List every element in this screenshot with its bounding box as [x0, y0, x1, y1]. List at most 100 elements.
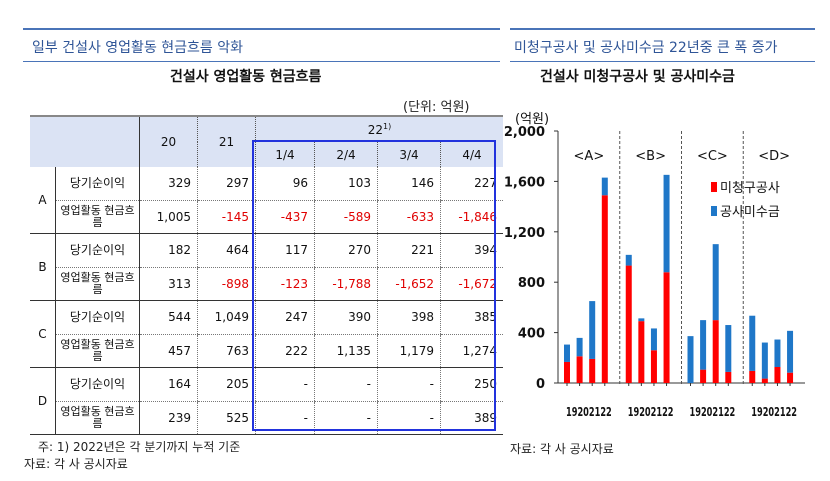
table-row: C 당기순이익 544 1,049 247 390 398 385	[30, 300, 503, 368]
y-tick-label: 0	[536, 377, 545, 392]
table-cell: 239	[139, 401, 198, 435]
table-row: A 당기순이익 329 297 96 103 146 227	[30, 167, 503, 234]
legend-swatch	[711, 182, 717, 192]
bar-segment	[700, 369, 707, 383]
table-cell: 222	[255, 334, 315, 368]
divider	[23, 61, 500, 62]
row-label: 영업활동 현금흐름	[55, 200, 140, 234]
table-cell: 313	[139, 267, 198, 301]
header-21: 21	[197, 115, 256, 167]
legend-swatch	[711, 206, 717, 216]
table-row: 영업활동 현금흐름 1,005 -145 -437 -589 -633 -1,846	[30, 200, 503, 234]
y-tick-label: 800	[518, 276, 545, 291]
bar-segment	[650, 350, 657, 383]
header-22-label: 22	[367, 123, 384, 137]
bar-segment	[625, 265, 632, 383]
table-row: 영업활동 현금흐름 313 -898 -123 -1,788 -1,652 -1,672	[30, 267, 503, 301]
left-section-title: 일부 건설사 영업활동 현금흐름 악화	[32, 40, 243, 56]
bar-segment	[663, 174, 670, 273]
table-row: B 당기순이익 182 464 117 270 221 394	[30, 233, 503, 301]
table-cell: 457	[139, 334, 198, 368]
unit-label: (단위: 억원)	[403, 100, 470, 115]
cashflow-table: 20 21 221) 1/4 2/4 3/4 4/4 A 당기순이익 329 297 9…	[30, 115, 503, 435]
table-cell: 182	[139, 233, 198, 268]
table-cell: 1,179	[377, 334, 441, 368]
table-cell: -145	[197, 200, 256, 234]
divider	[23, 28, 500, 30]
bar-segment	[650, 328, 657, 351]
group-label: <A>	[574, 149, 605, 164]
table-cell: -633	[377, 200, 441, 234]
table-cell: 1,135	[314, 334, 378, 368]
table-row: 영업활동 현금흐름 457 763 222 1,135 1,179 1,274	[30, 334, 503, 368]
y-axis-label: (억원)	[515, 112, 549, 127]
bar-segment	[749, 315, 756, 371]
table-cell: 103	[314, 167, 378, 201]
table-cell: 270	[314, 233, 378, 268]
header-blank	[30, 115, 140, 167]
table-cell: 763	[197, 334, 256, 368]
table-cell: 117	[255, 233, 315, 268]
table-cell: -123	[255, 267, 315, 301]
bar-segment	[625, 254, 632, 266]
bar-segment	[589, 358, 596, 383]
table-cell: 525	[197, 401, 256, 435]
bar-segment	[638, 321, 645, 383]
table-cell: -	[314, 367, 378, 402]
table-cell: 221	[377, 233, 441, 268]
footnote-mark: 1)	[383, 122, 392, 131]
group-label: A	[30, 167, 56, 234]
right-source: 자료: 각 사 공시자료	[510, 442, 614, 456]
row-label: 영업활동 현금흐름	[55, 401, 140, 435]
x-tick-label: 19202122	[566, 405, 612, 419]
header-22: 221)	[255, 115, 503, 142]
header-q3: 3/4	[377, 142, 441, 167]
bar-segment	[663, 272, 670, 383]
table-cell: 164	[139, 367, 198, 402]
header-q2: 2/4	[314, 142, 378, 167]
table-cell: 1,274	[440, 334, 503, 368]
group-label: B	[30, 233, 56, 301]
x-tick-label: 19202122	[751, 405, 797, 419]
table-title: 건설사 영업활동 현금흐름	[170, 69, 322, 85]
bar-segment	[761, 378, 768, 383]
y-tick-label: 1,200	[504, 226, 545, 241]
table-cell: 329	[139, 167, 198, 201]
table-cell: -	[255, 367, 315, 402]
table-cell: -1,672	[440, 267, 503, 301]
header-20: 20	[139, 115, 198, 167]
table-cell: 464	[197, 233, 256, 268]
bar-segment	[725, 325, 732, 372]
table-cell: 398	[377, 300, 441, 335]
bar-segment	[576, 337, 583, 357]
group-label: <D>	[758, 149, 790, 164]
table-cell: 544	[139, 300, 198, 335]
bar-segment	[700, 320, 707, 370]
bar-segment	[774, 339, 781, 367]
table-cell: -	[377, 367, 441, 402]
table-cell: 227	[440, 167, 503, 201]
divider	[510, 61, 815, 62]
x-tick-label: 19202122	[690, 405, 736, 419]
table-cell: 146	[377, 167, 441, 201]
table-cell: 297	[197, 167, 256, 201]
bar-segment	[712, 244, 719, 321]
table-cell: -1,652	[377, 267, 441, 301]
table-cell: 247	[255, 300, 315, 335]
row-label: 당기순이익	[55, 367, 140, 402]
table-row: D 당기순이익 164 205- - -250	[30, 367, 503, 435]
table-cell: 1,049	[197, 300, 256, 335]
row-label: 당기순이익	[55, 233, 140, 268]
bar-segment	[601, 177, 608, 196]
bar-segment	[589, 301, 596, 359]
table-cell: -589	[314, 200, 378, 234]
bar-segment	[787, 372, 794, 383]
chart-title: 건설사 미청구공사 및 공사미수금	[540, 69, 735, 85]
bar-segment	[564, 361, 570, 383]
row-label: 영업활동 현금흐름	[55, 334, 140, 368]
row-label: 영업활동 현금흐름	[55, 267, 140, 301]
header-q4: 4/4	[440, 142, 503, 167]
bar-segment	[564, 344, 570, 362]
